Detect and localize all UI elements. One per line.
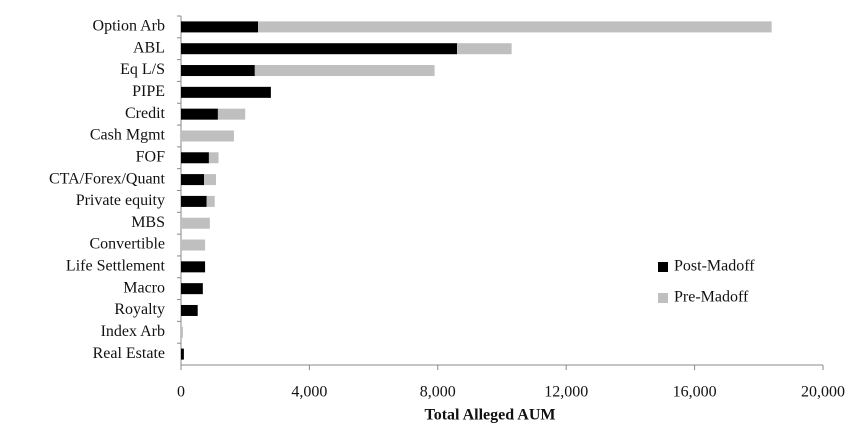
y-tick-label: Life Settlement [66, 258, 166, 275]
x-tick-label: 8,000 [420, 384, 456, 401]
bar-segment [181, 217, 210, 229]
bar-segment [181, 130, 234, 142]
x-tick-label: 0 [177, 384, 185, 401]
bar-segment [181, 108, 218, 120]
y-tick-label: FOF [136, 148, 165, 165]
y-tick-label: Cash Mgmt [90, 127, 166, 144]
y-tick-label: Option Arb [93, 18, 165, 35]
x-tick-label: 4,000 [291, 384, 327, 401]
bar-segment [208, 152, 219, 164]
legend-label: Pre-Madoff [674, 289, 749, 306]
bar-segment [181, 195, 207, 207]
legend-label: Post-Madoff [674, 258, 755, 275]
y-tick-label: MBS [131, 214, 165, 231]
bar-segment [258, 21, 772, 33]
y-tick-label: Private equity [76, 192, 165, 209]
y-tick-label: Real Estate [93, 345, 165, 362]
bar-segment [181, 65, 255, 77]
y-tick-label: Macro [123, 279, 165, 296]
bar-segment [181, 174, 205, 186]
y-tick-label: Index Arb [101, 323, 165, 340]
y-tick-label: ABL [133, 39, 165, 56]
bar-segment [181, 348, 184, 360]
y-tick-label: Convertible [89, 236, 165, 253]
x-tick-label: 20,000 [801, 384, 845, 401]
bar-segment [181, 21, 259, 33]
bar-segment [181, 86, 271, 98]
bar-segment [181, 283, 203, 295]
x-tick-label: 12,000 [544, 384, 588, 401]
bar-segment [181, 261, 206, 273]
bar-segment [181, 152, 209, 164]
y-tick-label: Royalty [114, 301, 165, 318]
bar-segment [181, 326, 183, 338]
bar-segment [181, 43, 458, 55]
bar-segment [217, 108, 246, 120]
bar-segment [254, 65, 435, 77]
y-tick-label: Eq L/S [120, 61, 165, 78]
bar-segment [181, 239, 206, 251]
y-tick-label: CTA/Forex/Quant [49, 170, 166, 187]
x-tick-label: 16,000 [673, 384, 717, 401]
bar-segment [181, 304, 198, 316]
bar-segment [457, 43, 512, 55]
bar-segment [204, 174, 216, 186]
x-axis-title: Total Alleged AUM [425, 407, 556, 424]
y-tick-label: Credit [125, 105, 166, 122]
legend-swatch [658, 293, 668, 303]
bar-segment [206, 195, 215, 207]
y-tick-label: PIPE [132, 83, 165, 100]
legend-swatch [658, 262, 668, 272]
